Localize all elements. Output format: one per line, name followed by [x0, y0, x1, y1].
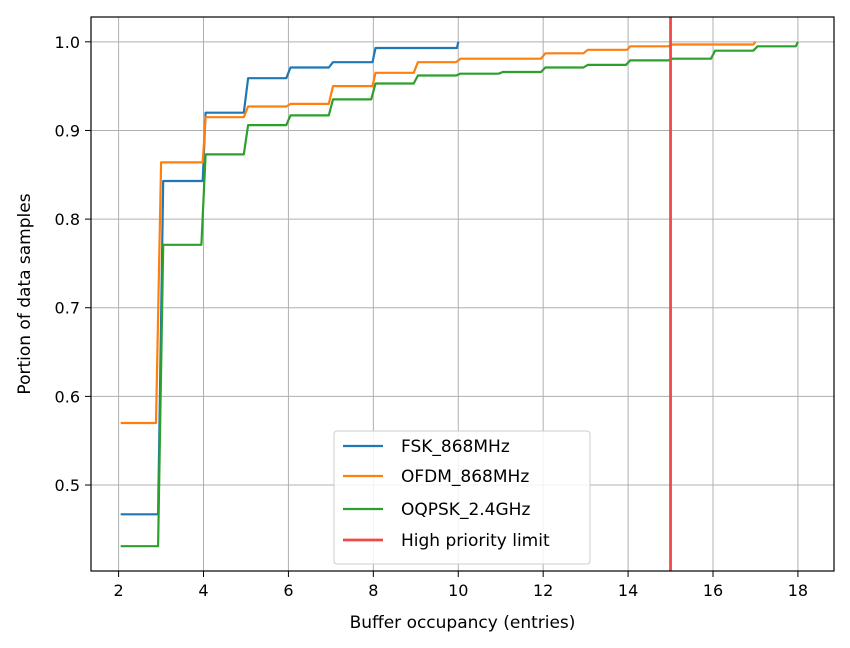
grid: [91, 17, 834, 571]
series-line-0: [120, 41, 460, 516]
y-tick-label: 0.9: [55, 121, 80, 140]
x-tick-label: 4: [198, 581, 208, 600]
legend-label-fsk: FSK_868MHz: [401, 437, 510, 457]
plot-frame: [90, 16, 835, 572]
legend-label-ofdm: OFDM_868MHz: [401, 467, 529, 487]
y-tick-label: 0.5: [55, 476, 80, 495]
series-line-1: [120, 41, 757, 425]
x-tick-label: 10: [448, 581, 468, 600]
legend-label-high-priority-limit: High priority limit: [401, 531, 550, 551]
x-axis-label: Buffer occupancy (entries): [350, 613, 576, 633]
y-tick-label: 0.7: [55, 299, 80, 318]
legend-label-oqpsk: OQPSK_2.4GHz: [401, 500, 530, 520]
legend: FSK_868MHz OFDM_868MHz OQPSK_2.4GHz High…: [333, 430, 591, 565]
y-tick-label: 0.8: [55, 210, 80, 229]
x-tick-label: 12: [533, 581, 553, 600]
x-tick-label: 14: [618, 581, 638, 600]
legend-box: [333, 430, 591, 565]
x-tick-label: 18: [788, 581, 808, 600]
x-tick-label: 16: [703, 581, 723, 600]
y-axis-label: Portion of data samples: [15, 193, 35, 394]
series-lines: [120, 17, 799, 571]
x-tick-label: 6: [283, 581, 293, 600]
x-axis-ticks: 2 4 6 8 10 12 14 16 18: [114, 571, 808, 600]
y-tick-label: 1.0: [55, 33, 80, 52]
x-tick-label: 8: [368, 581, 378, 600]
y-axis-ticks: 0.5 0.6 0.7 0.8 0.9 1.0: [55, 33, 91, 495]
series-line-2: [120, 41, 799, 548]
x-tick-label: 2: [114, 581, 124, 600]
y-tick-label: 0.6: [55, 387, 80, 406]
